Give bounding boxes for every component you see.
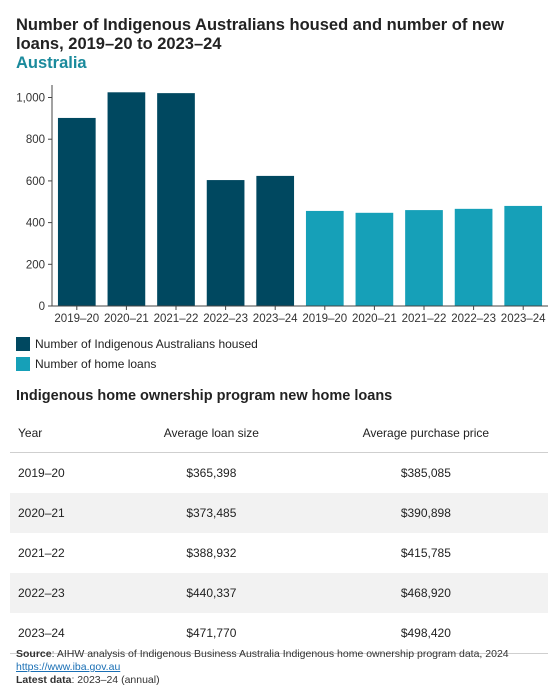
table-row: 2020–21 $373,485 $390,898 (10, 493, 548, 533)
header-year: Year (10, 414, 119, 453)
bar-housed[interactable] (57, 117, 96, 306)
x-tick-label: 2021–22 (154, 313, 199, 325)
cell-loan-size: $471,770 (119, 613, 304, 654)
header-average-loan-size: Average loan size (119, 414, 304, 453)
cell-loan-size: $388,932 (186, 546, 237, 560)
bar-home-loans[interactable] (355, 212, 394, 306)
source-link[interactable]: https://www.iba.gov.au (16, 661, 121, 673)
x-tick-label: 2019–20 (54, 313, 99, 325)
source-text: : AIHW analysis of Indigenous Business A… (51, 648, 509, 660)
source-label: Source (16, 648, 52, 660)
table-row: 2021–22 $388,932 $415,785 (10, 533, 548, 573)
bar-home-loans[interactable] (405, 210, 443, 306)
cell-year: 2020–21 (10, 493, 119, 533)
cell-loan-size: $373,485 (119, 493, 304, 533)
x-tick-label: 2020–21 (352, 313, 397, 325)
legend-swatch-loans (16, 357, 30, 371)
bar-chart: 0 200 400 600 800 1,000 2019–20 2020–21 2021–22 2… (16, 85, 548, 325)
latest-data-line: Latest data: 2023–24 (annual) (16, 674, 509, 687)
cell-year: 2023–24 (10, 613, 119, 654)
legend-item-housed[interactable]: Number of Indigenous Australians housed (16, 334, 258, 354)
bar-home-loans[interactable] (305, 210, 344, 306)
latest-data-label: Latest data (16, 674, 72, 686)
y-tick-label: 800 (26, 134, 45, 146)
y-tick-label: 200 (26, 259, 45, 271)
bar-housed[interactable] (157, 93, 195, 306)
bar-home-loans[interactable] (504, 205, 543, 306)
legend-swatch-housed (16, 337, 30, 351)
bar-home-loans[interactable] (454, 208, 493, 306)
table-title: Indigenous home ownership program new ho… (16, 388, 393, 404)
latest-data-text: : 2023–24 (annual) (71, 674, 160, 686)
loans-table: Year Average loan size Average purchase … (10, 414, 548, 654)
x-tick-label: 2022–23 (451, 313, 496, 325)
y-tick-label: 400 (26, 218, 45, 230)
cell-purchase-price: $468,920 (303, 573, 548, 613)
cell-loan-size: $440,337 (119, 573, 304, 613)
y-tick-label: 0 (39, 301, 45, 313)
legend-label-housed: Number of Indigenous Australians housed (35, 337, 258, 351)
x-tick-label: 2023–24 (501, 313, 546, 325)
chart-title: Number of Indigenous Australians housed … (16, 16, 505, 53)
x-tick-label: 2021–22 (402, 313, 447, 325)
legend-label-loans: Number of home loans (35, 357, 157, 371)
table-row: 2022–23 $440,337 $468,920 (10, 573, 548, 613)
y-tick-label: 600 (26, 176, 45, 188)
cell-loan-size: $365,398 (186, 466, 237, 480)
cell-year: 2021–22 (18, 546, 65, 560)
cell-year: 2022–23 (10, 573, 119, 613)
chart-subtitle: Australia (16, 54, 87, 72)
table-row: 2023–24 $471,770 $498,420 (10, 613, 548, 654)
chart-legend: Number of Indigenous Australians housed … (16, 334, 258, 374)
bar-housed[interactable] (256, 175, 295, 306)
cell-purchase-price: $385,085 (400, 466, 451, 480)
bar-housed[interactable] (107, 92, 146, 306)
legend-item-loans[interactable]: Number of home loans (16, 354, 258, 374)
cell-purchase-price: $390,898 (303, 493, 548, 533)
cell-year: 2019–20 (18, 466, 65, 480)
cell-purchase-price: $498,420 (303, 613, 548, 654)
bar-housed[interactable] (206, 180, 245, 306)
cell-purchase-price: $415,785 (400, 546, 451, 560)
footer: Source: AIHW analysis of Indigenous Busi… (16, 648, 509, 687)
table-row: 2019–20 $365,398 $385,085 (10, 453, 548, 494)
x-tick-label: 2022–23 (203, 313, 248, 325)
x-tick-label: 2020–21 (104, 313, 149, 325)
source-line: Source: AIHW analysis of Indigenous Busi… (16, 648, 509, 661)
header-average-purchase-price: Average purchase price (303, 414, 548, 453)
x-tick-label: 2023–24 (253, 313, 298, 325)
x-tick-label: 2019–20 (302, 313, 347, 325)
table-header-row: Year Average loan size Average purchase … (10, 414, 548, 453)
y-tick-label: 1,000 (16, 93, 45, 105)
